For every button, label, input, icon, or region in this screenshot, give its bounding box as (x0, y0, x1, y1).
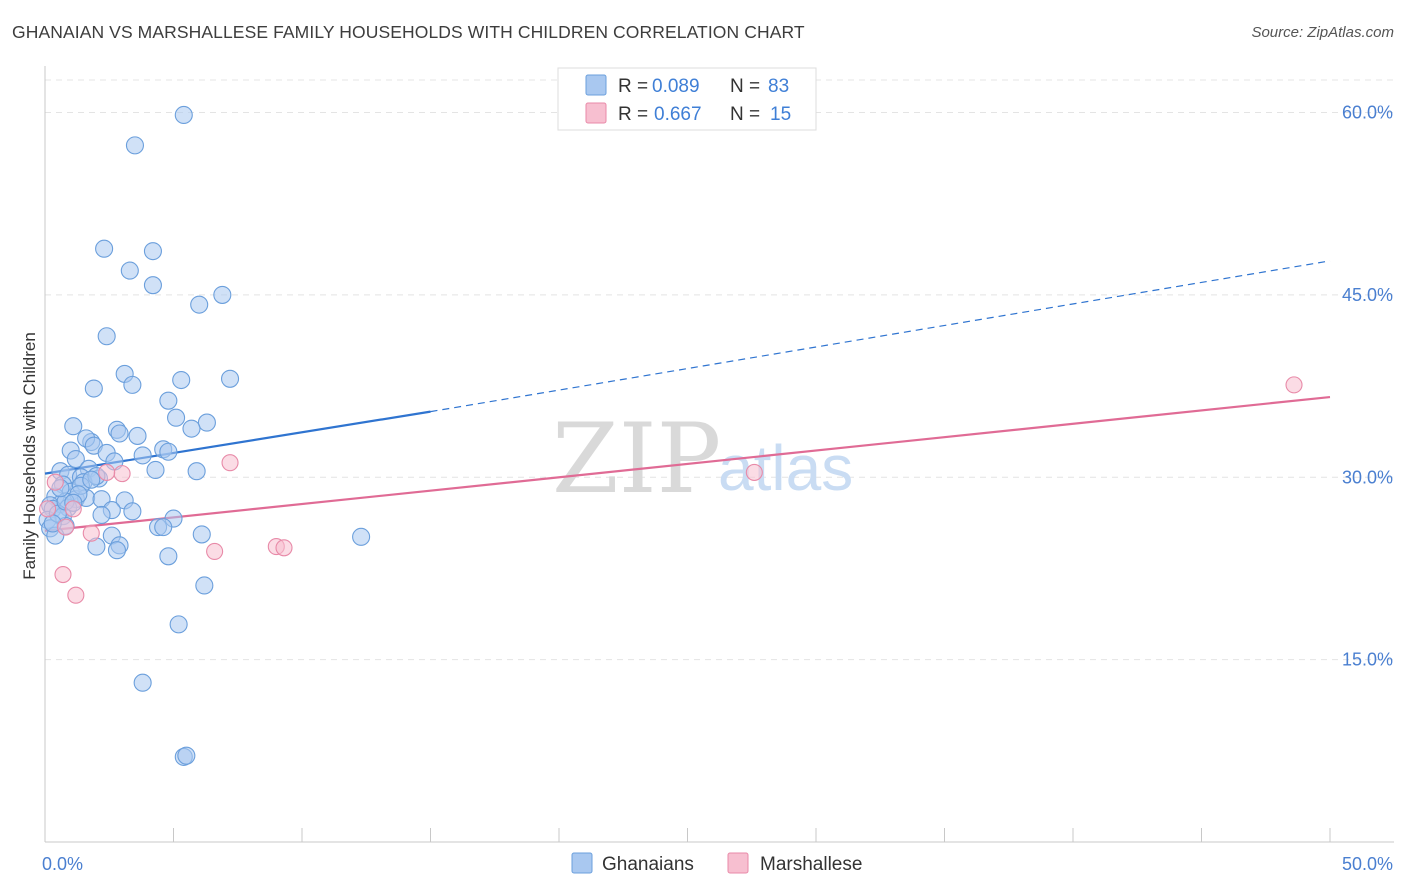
point-ghanaians (107, 541, 127, 560)
point-ghanaians (159, 547, 178, 566)
point-ghanaians (154, 518, 173, 537)
point-ghanaians (92, 505, 111, 525)
point-ghanaians (195, 576, 214, 595)
point-ghanaians (66, 449, 85, 469)
y-tick-label: 15.0% (1342, 650, 1393, 670)
x-tick-label-min: 0.0% (42, 854, 83, 874)
watermark-atlas: atlas (718, 432, 853, 504)
legend-n-value: 83 (768, 76, 789, 97)
point-marshallese (67, 586, 85, 604)
point-marshallese (82, 524, 100, 542)
point-marshallese (275, 539, 293, 557)
point-ghanaians (182, 419, 201, 438)
point-ghanaians (143, 276, 162, 295)
point-ghanaians (123, 502, 142, 521)
point-ghanaians (220, 369, 240, 388)
series-legend-ghanaians: Ghanaians (602, 854, 694, 875)
legend-swatch-marshallese (585, 102, 607, 124)
trend-line-ghanaians-extrapolated (430, 260, 1331, 413)
point-ghanaians (192, 525, 211, 544)
point-ghanaians (190, 295, 209, 314)
point-ghanaians (197, 413, 216, 432)
point-marshallese (745, 463, 763, 481)
point-ghanaians (177, 746, 196, 765)
legend-box: R = 0.089 N = 83 R = 0.667 N = 15 (557, 67, 817, 131)
legend-swatch-ghanaians (585, 74, 607, 96)
point-marshallese (221, 454, 239, 472)
watermark-zip: ZIP (552, 403, 721, 515)
legend-r-value: 0.089 (652, 76, 700, 97)
point-ghanaians (159, 391, 178, 410)
point-ghanaians (169, 615, 188, 634)
legend-n-value: 15 (770, 104, 791, 125)
point-ghanaians (133, 446, 152, 465)
point-ghanaians (146, 460, 165, 480)
source-label: Source: ZipAtlas.com (1251, 24, 1394, 41)
data-points (38, 105, 1303, 766)
series-legend-swatch-ghanaians (571, 852, 593, 874)
y-tick-label: 30.0% (1342, 467, 1393, 487)
point-ghanaians (167, 408, 186, 427)
point-ghanaians (110, 424, 129, 443)
point-ghanaians (159, 442, 178, 461)
series-legend-swatch-marshallese (727, 852, 749, 874)
point-ghanaians (352, 527, 371, 546)
point-marshallese (206, 542, 224, 560)
point-ghanaians (133, 673, 152, 692)
point-ghanaians (82, 470, 101, 489)
point-marshallese (98, 463, 116, 481)
point-marshallese (57, 518, 75, 536)
point-ghanaians (64, 417, 83, 436)
point-ghanaians (143, 242, 162, 261)
point-ghanaians (172, 370, 191, 390)
legend-r-label: R = (618, 76, 648, 97)
point-ghanaians (125, 136, 144, 155)
point-marshallese (39, 500, 57, 518)
y-tick-label: 60.0% (1342, 103, 1393, 123)
watermark: ZIP atlas (552, 403, 853, 515)
gridlines (45, 79, 1394, 661)
chart-title: GHANAIAN VS MARSHALLESE FAMILY HOUSEHOLD… (12, 22, 805, 42)
tick-labels: 15.0% 30.0% 45.0% 60.0% 0.0% 50.0% (42, 103, 1393, 874)
legend-n-label: N = (730, 76, 760, 97)
point-ghanaians (128, 426, 147, 445)
point-marshallese (46, 473, 64, 491)
trend-line-marshallese (44, 395, 1331, 532)
point-ghanaians (95, 239, 114, 258)
axes (44, 66, 1394, 843)
point-ghanaians (123, 375, 142, 394)
legend-r-label: R = (618, 104, 648, 125)
y-tick-label: 45.0% (1342, 285, 1393, 305)
y-axis-label: Family Households with Children (20, 332, 39, 580)
point-marshallese (64, 500, 82, 518)
series-legend-marshallese: Marshallese (760, 854, 862, 875)
legend-r-value: 0.667 (654, 104, 702, 125)
point-ghanaians (213, 285, 232, 304)
point-marshallese (1285, 376, 1303, 394)
series-legend: Ghanaians Marshallese (571, 852, 862, 875)
point-ghanaians (174, 105, 193, 125)
x-tick-label-max: 50.0% (1342, 854, 1393, 874)
point-ghanaians (97, 327, 116, 346)
point-ghanaians (120, 261, 139, 280)
point-ghanaians (187, 462, 206, 481)
point-ghanaians (84, 379, 103, 398)
legend-n-label: N = (730, 104, 760, 125)
point-marshallese (113, 465, 131, 483)
point-marshallese (54, 565, 72, 584)
